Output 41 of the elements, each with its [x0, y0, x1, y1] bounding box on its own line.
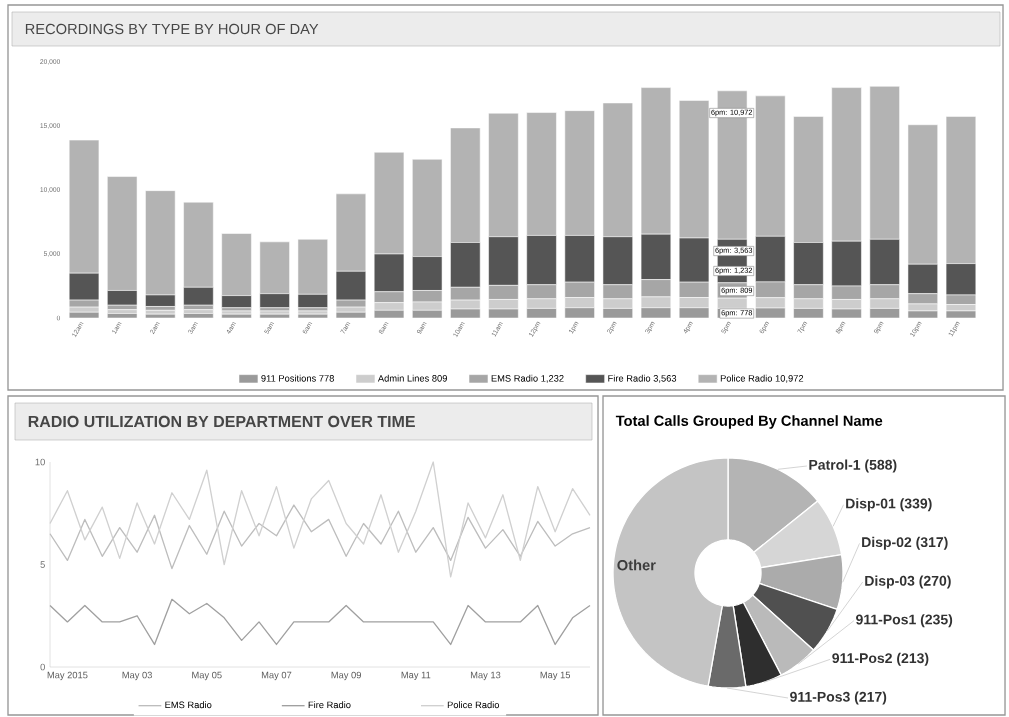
x-tick-label: May 09 — [331, 671, 361, 681]
x-tick-label: May 15 — [540, 671, 571, 681]
x-tick-label: May 2015 — [47, 671, 88, 681]
data-label: (270) — [919, 575, 951, 589]
data-label: (217) — [854, 691, 887, 705]
y-tick-label: 5 — [40, 561, 45, 568]
data-label: (339) — [900, 498, 932, 512]
legend-label: EMS Radio — [165, 701, 212, 709]
y-tick-label: 0 — [40, 663, 45, 671]
x-tick-label: May 03 — [122, 671, 152, 681]
chart-title: Total Calls Grouped By Channel Name — [615, 415, 883, 429]
y-tick-label: 10 — [35, 458, 45, 466]
chart-title: RADIO UTILIZATION BY DEPARTMENT OVER TIME — [28, 415, 415, 428]
chart-title: RECORDINGS BY TYPE BY HOUR OF DAY — [25, 23, 319, 35]
data-label: (213) — [897, 652, 929, 666]
legend-label: EMS Radio 1,232 — [491, 374, 564, 383]
x-tick-label: May 13 — [470, 671, 501, 681]
slice-label: 911-Pos3 — [790, 691, 850, 702]
x-tick-label: May 05 — [192, 671, 222, 681]
legend-label: Fire Radio 3,563 — [608, 374, 677, 383]
legend-label: Fire Radio — [308, 701, 351, 709]
slice-label: Patrol-1 — [809, 459, 861, 470]
x-tick-label: May 11 — [401, 671, 431, 681]
x-tick-label: May 07 — [261, 671, 292, 681]
data-label: (588) — [865, 459, 897, 473]
legend-label: Admin Lines 809 — [377, 374, 447, 382]
data-label: (317) — [916, 536, 948, 550]
slice-label: Disp-03 — [865, 575, 915, 589]
legend-label: Police Radio — [447, 701, 500, 709]
slice-label: Disp-01 — [846, 498, 896, 512]
slice-label: 911-Pos1 — [856, 614, 916, 625]
bar — [107, 309, 138, 314]
legend-label: Police Radio 10,972 — [720, 374, 804, 383]
bar — [107, 313, 138, 318]
legend-label: 911 Positions 778 — [261, 374, 334, 382]
bar — [183, 313, 214, 318]
slice-label: 911-Pos2 — [832, 653, 892, 664]
data-label: (235) — [920, 614, 953, 628]
bar — [183, 309, 214, 314]
slice-label: Disp-02 — [862, 536, 912, 550]
slice-label: Other — [617, 559, 656, 571]
